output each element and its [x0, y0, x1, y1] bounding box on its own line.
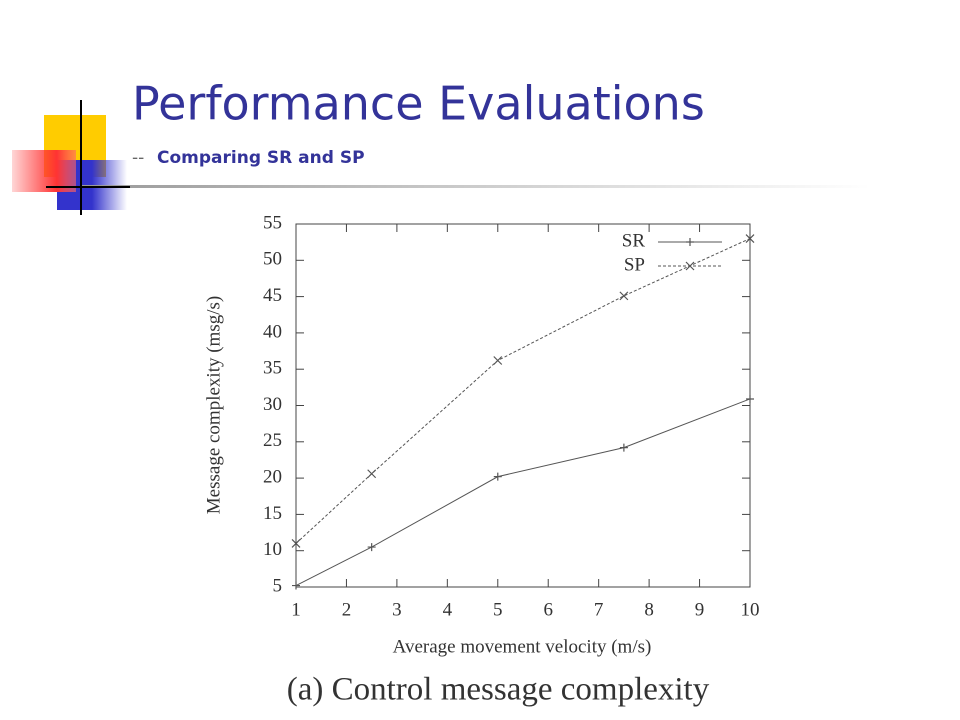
y-tick-label: 30 — [263, 394, 282, 415]
marker — [292, 581, 300, 590]
y-tick-label: 35 — [263, 358, 282, 379]
y-axis-label: Message complexity (msg/s) — [203, 296, 224, 514]
series-line — [295, 398, 751, 586]
decoration — [12, 100, 870, 215]
caption: (a) Control message complexity — [287, 672, 710, 708]
y-tick-label: 15 — [263, 503, 282, 524]
chart: Average movement velocity (m/s) Message … — [203, 212, 759, 707]
y-tick-label: 5 — [273, 575, 283, 596]
marker — [746, 394, 754, 403]
plot-frame — [295, 223, 751, 588]
y-tick-label: 50 — [263, 249, 282, 270]
slide-title: Performance Evaluations — [132, 77, 705, 131]
slide-subtitle: Comparing SR and SP — [157, 148, 365, 168]
marker — [291, 539, 301, 548]
x-tick-label: 5 — [493, 599, 503, 620]
y-tick-label: 45 — [263, 285, 282, 306]
x-tick-label: 9 — [695, 599, 705, 620]
y-tick-label: 40 — [263, 321, 282, 342]
subtitle-dash: -- — [132, 148, 144, 168]
y-tick-label: 55 — [263, 212, 282, 233]
y-tick-label: 20 — [263, 466, 282, 487]
marker — [493, 356, 503, 365]
marker — [367, 469, 377, 479]
x-tick-label: 6 — [543, 599, 553, 620]
x-tick-label: 8 — [644, 599, 654, 620]
legend-marker — [685, 261, 695, 271]
x-axis-label: Average movement velocity (m/s) — [393, 636, 652, 657]
marker — [367, 543, 376, 552]
legend-marker — [686, 238, 694, 246]
marker — [619, 443, 628, 452]
legend-label: SR — [622, 230, 646, 251]
x-tick-label: 10 — [741, 599, 760, 620]
legend-label: SP — [624, 254, 645, 275]
x-tick-label: 2 — [342, 599, 352, 620]
x-tick-label: 3 — [392, 599, 402, 620]
y-tick-label: 25 — [263, 430, 282, 451]
series-line — [295, 238, 751, 544]
marker — [493, 472, 502, 481]
y-tick-label: 10 — [263, 539, 282, 560]
x-tick-label: 4 — [443, 599, 453, 620]
marker — [745, 234, 755, 243]
x-tick-label: 7 — [594, 599, 604, 620]
x-tick-label: 1 — [291, 599, 301, 620]
marker — [619, 291, 629, 301]
